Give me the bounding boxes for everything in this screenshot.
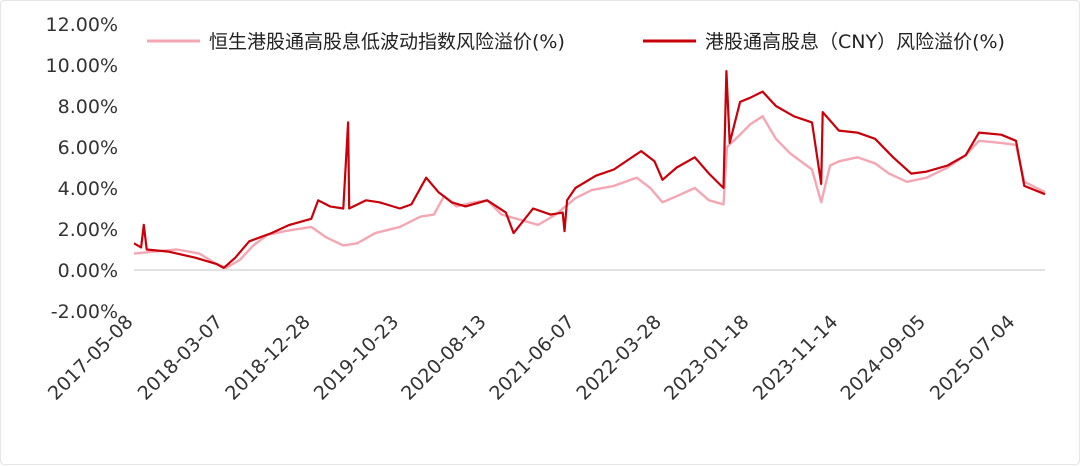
y-tick-label: 4.00% xyxy=(58,178,118,200)
y-tick-label: 10.00% xyxy=(46,55,118,77)
y-tick-label: 12.00% xyxy=(46,14,118,36)
y-axis: -2.00% 0.00% 2.00% 4.00% 6.00% 8.00% 10.00% 12.… xyxy=(46,14,1045,323)
series-line-light xyxy=(133,115,1046,270)
y-tick-label: 0.00% xyxy=(58,260,118,282)
x-tick-label: 2018-03-07 xyxy=(134,311,228,405)
series-layer xyxy=(133,70,1046,270)
x-tick-label: 2023-11-14 xyxy=(749,311,843,405)
x-tick-label: 2023-01-18 xyxy=(660,311,754,405)
legend-label-dark: 港股通高股息（CNY）风险溢价(%) xyxy=(705,31,1005,53)
x-tick-label: 2020-08-13 xyxy=(397,311,491,405)
y-tick-label: 6.00% xyxy=(58,137,118,159)
y-tick-label: 2.00% xyxy=(58,219,118,241)
legend-label-light: 恒生港股通高股息低波动指数风险溢价(%) xyxy=(209,31,565,53)
x-tick-label: 2022-03-28 xyxy=(572,311,666,405)
y-tick-label: -2.00% xyxy=(51,301,118,323)
legend: 恒生港股通高股息低波动指数风险溢价(%) 港股通高股息（CNY）风险溢价(%) xyxy=(147,31,1005,53)
x-tick-label: 2024-09-05 xyxy=(836,311,930,405)
y-tick-label: 8.00% xyxy=(58,96,118,118)
x-tick-label: 2018-12-28 xyxy=(221,311,315,405)
series-line-dark xyxy=(133,70,1046,269)
x-tick-label: 2019-10-23 xyxy=(310,311,404,405)
x-tick-label: 2017-05-08 xyxy=(44,311,138,405)
x-tick-label: 2025-07-04 xyxy=(926,311,1020,405)
x-tick-label: 2021-06-07 xyxy=(485,311,579,405)
x-axis: 2017-05-082018-03-072018-12-282019-10-23… xyxy=(44,311,1020,405)
